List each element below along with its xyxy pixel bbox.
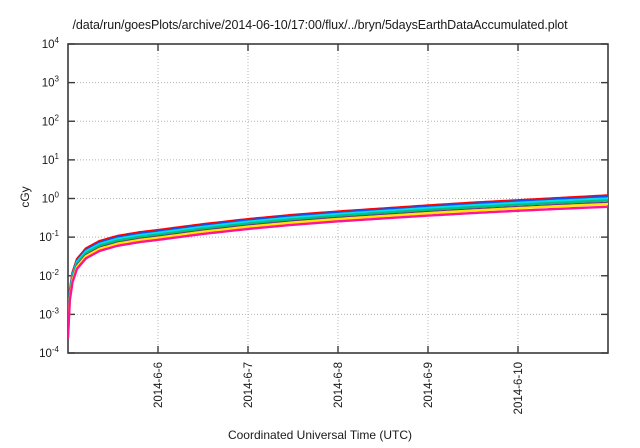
svg-text:2014-6-6: 2014-6-6 <box>153 362 165 408</box>
x-axis-title: Coordinated Universal Time (UTC) <box>227 428 413 442</box>
svg-text:103: 103 <box>42 75 60 90</box>
line-series-green <box>68 199 608 335</box>
grid-lines <box>68 44 608 353</box>
x-axis-tick-labels: 2014-6-6 2014-6-7 2014-6-8 2014-6-9 2014-6-1… <box>153 362 525 414</box>
svg-text:10-1: 10-1 <box>39 229 59 244</box>
svg-text:2014-6-8: 2014-6-8 <box>333 362 345 408</box>
y-axis-tick-labels: 104 103 102 101 100 10-1 10-2 10-3 10-4 <box>39 36 59 360</box>
line-series-yellow <box>68 202 608 337</box>
svg-text:100: 100 <box>42 191 60 206</box>
svg-text:2014-6-10: 2014-6-10 <box>513 362 525 414</box>
svg-text:10-3: 10-3 <box>39 306 59 321</box>
svg-text:101: 101 <box>42 152 60 167</box>
svg-text:102: 102 <box>42 113 60 128</box>
svg-text:2014-6-9: 2014-6-9 <box>423 362 435 408</box>
svg-text:10-4: 10-4 <box>39 345 59 360</box>
svg-text:104: 104 <box>42 36 60 51</box>
page-title: /data/run/goesPlots/archive/2014-06-10/1… <box>72 18 568 32</box>
data-series-group <box>68 194 608 339</box>
svg-text:2014-6-7: 2014-6-7 <box>243 362 255 408</box>
svg-text:10-2: 10-2 <box>39 268 59 283</box>
line-series-magenta <box>68 205 608 339</box>
